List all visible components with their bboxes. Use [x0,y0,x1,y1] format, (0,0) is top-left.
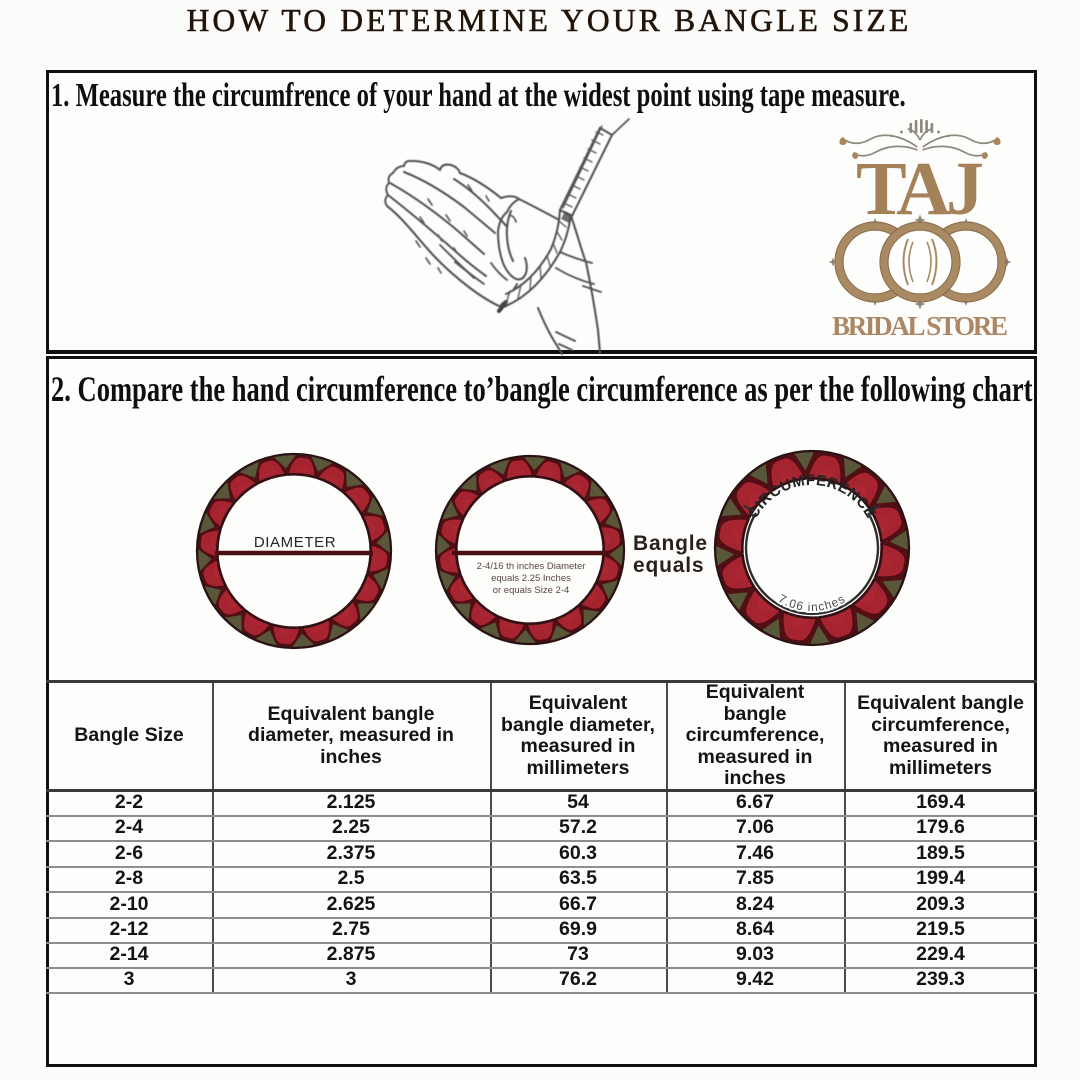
svg-text:DIAMETER: DIAMETER [254,534,336,551]
svg-text:2-4/16 th inches Diameter: 2-4/16 th inches Diameter [477,561,586,572]
svg-text:equals 2.25 Inches: equals 2.25 Inches [491,573,571,584]
svg-text:or equals Size 2-4: or equals Size 2-4 [493,585,570,596]
svg-text:7.06 inches: 7.06 inches [776,591,848,614]
svg-text:BRIDAL STORE: BRIDAL STORE [832,311,1008,341]
